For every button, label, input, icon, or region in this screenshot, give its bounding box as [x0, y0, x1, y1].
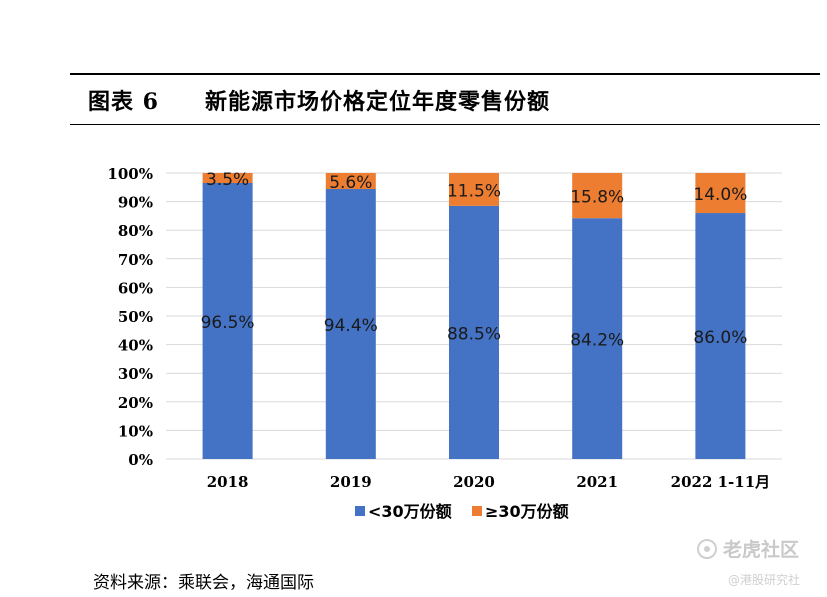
figure-title: 新能源市场价格定位年度零售份额 — [205, 89, 551, 115]
data-label: 88.5% — [447, 324, 501, 344]
data-label: 96.5% — [201, 313, 255, 333]
bar-high — [449, 173, 499, 206]
data-label: 5.6% — [329, 173, 372, 193]
y-tick-label: 10% — [118, 422, 153, 440]
legend-swatch — [355, 506, 365, 516]
data-label: 86.0% — [693, 328, 747, 348]
data-label: 94.4% — [324, 316, 378, 336]
x-tick-label: 2021 — [576, 473, 618, 491]
legend-swatch — [472, 506, 482, 516]
bar-low — [202, 183, 253, 459]
y-tick-label: 90% — [118, 194, 153, 212]
y-tick-label: 80% — [118, 222, 153, 240]
x-tick-label: 2018 — [207, 473, 249, 491]
watermark-text: 老虎社区 — [723, 539, 800, 561]
source-note: 资料来源：乘联会，海通国际 — [93, 573, 314, 593]
watermark-subtext: @港股研究社 — [728, 573, 801, 587]
data-label: 14.0% — [693, 185, 747, 205]
y-tick-label: 30% — [118, 365, 153, 383]
x-tick-label: 2022 1-11月 — [671, 473, 771, 491]
stacked-bar-chart: 0% 10% 20% 30% 40% 50% 60% 70% 80% 90% 100% 96.5% 3.… — [107, 165, 782, 521]
bar-high — [572, 173, 623, 219]
top-rule — [70, 73, 820, 75]
x-tick-label: 2020 — [453, 473, 495, 491]
data-label: 84.2% — [570, 331, 624, 351]
data-label: 15.8% — [570, 188, 624, 208]
bar-low — [325, 189, 376, 460]
y-tick-label: 50% — [118, 308, 153, 326]
bar-low — [695, 213, 746, 459]
bar-high — [202, 173, 253, 184]
data-label: 11.5% — [447, 181, 501, 201]
watermark-icon — [697, 538, 717, 559]
y-tick-label: 70% — [118, 251, 153, 269]
legend-label: <30万份额 — [368, 502, 452, 521]
legend-label: ≥30万份额 — [485, 502, 569, 521]
y-tick-label: 20% — [118, 394, 153, 412]
y-tick-label: 100% — [107, 165, 153, 183]
figure-label: 图表 6 — [88, 89, 159, 115]
bar-high — [325, 173, 376, 190]
x-tick-label: 2019 — [330, 473, 372, 491]
y-tick-label: 40% — [118, 337, 153, 355]
watermark: 老虎社区 — [697, 535, 799, 562]
bar-low — [449, 205, 499, 459]
y-tick-label: 0% — [128, 451, 153, 469]
bar-high — [695, 173, 746, 214]
bar-low — [572, 218, 623, 459]
data-label: 3.5% — [206, 170, 249, 190]
title-rule — [70, 124, 820, 125]
y-tick-label: 60% — [118, 279, 153, 297]
